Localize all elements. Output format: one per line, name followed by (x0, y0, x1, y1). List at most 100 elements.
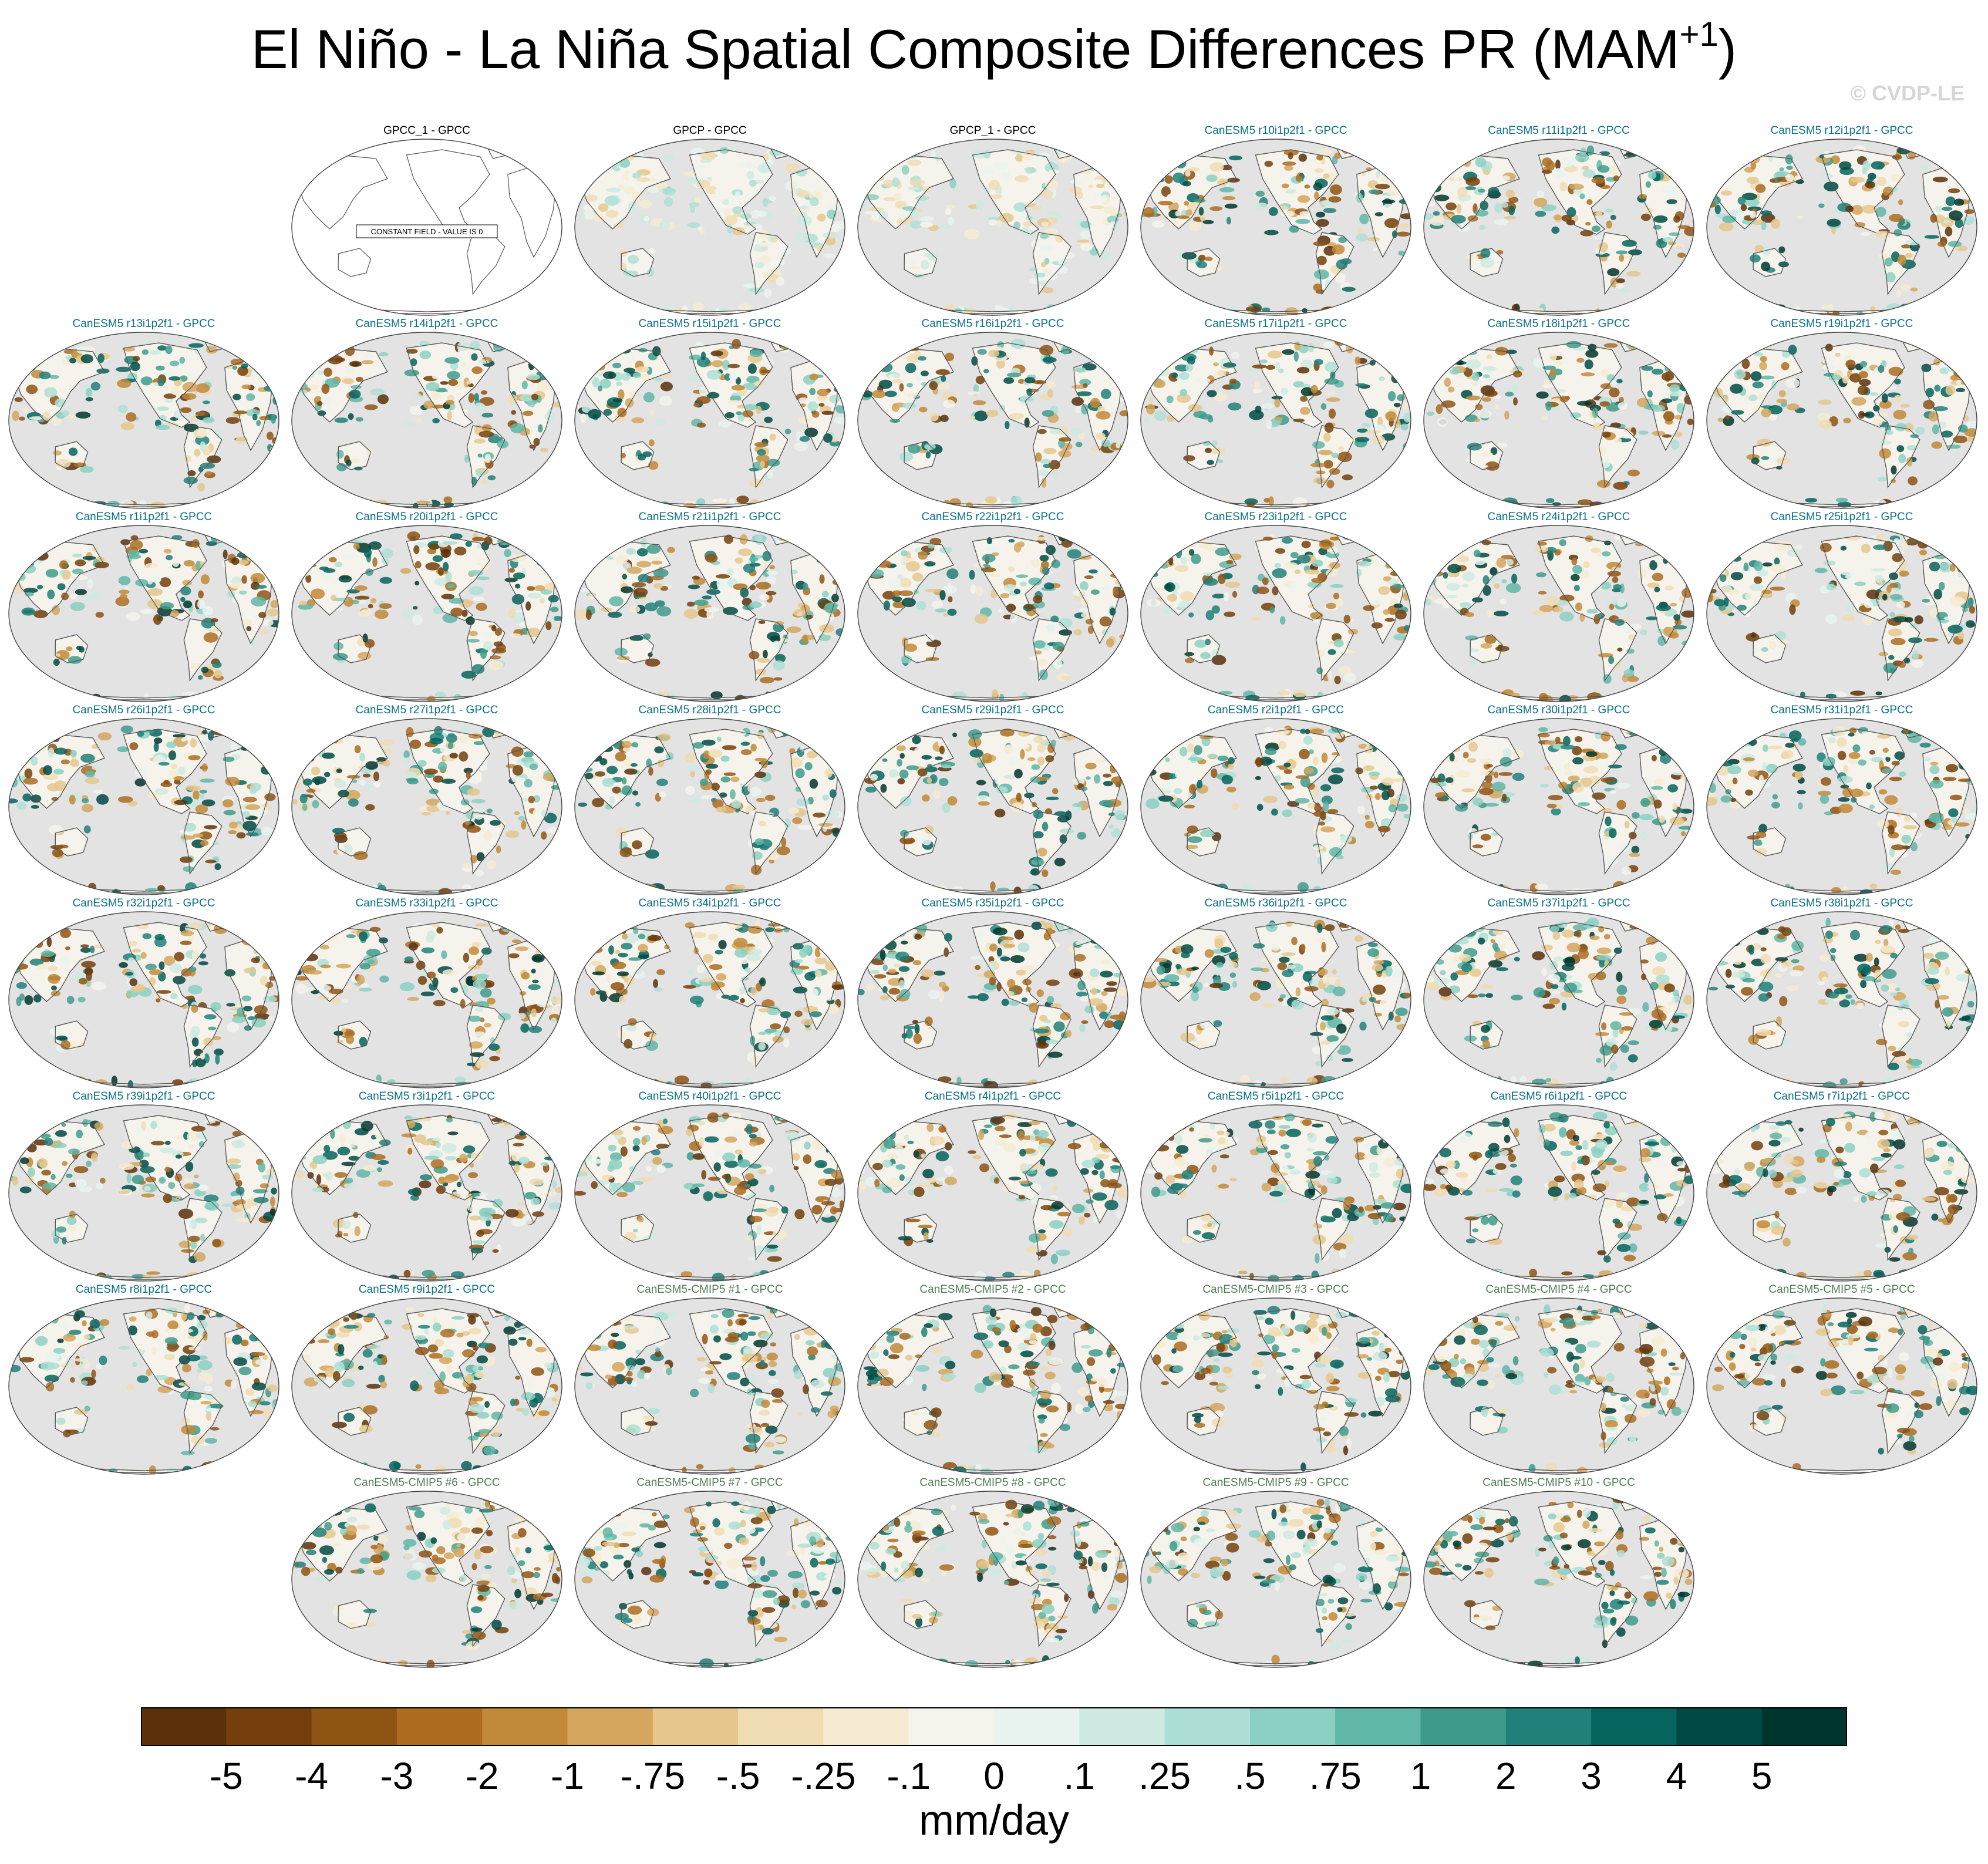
pr-anomaly-cell (1576, 400, 1592, 406)
pr-anomaly-cell (1606, 599, 1618, 606)
pr-anomaly-cell (487, 475, 496, 481)
pr-anomaly-cell (1004, 746, 1013, 754)
pr-anomaly-cell (15, 551, 31, 561)
map-border (1140, 525, 1411, 702)
pr-anomaly-cell (1278, 168, 1286, 173)
pr-anomaly-cell (335, 496, 347, 504)
panel-title: CanESM5 r10i1p2f1 - GPCC (1204, 124, 1347, 137)
pr-anomaly-cell (733, 887, 744, 895)
pr-anomaly-cell (321, 383, 330, 394)
pr-anomaly-cell (446, 733, 457, 743)
pr-anomaly-cell (1009, 413, 1025, 420)
pr-anomaly-cell (1226, 559, 1234, 564)
pr-anomaly-cell (756, 406, 762, 414)
pr-anomaly-cell (899, 452, 914, 462)
pr-anomaly-cell (1357, 561, 1372, 567)
pr-anomaly-cell (1922, 696, 1932, 702)
pr-anomaly-cell (1080, 598, 1090, 606)
pr-anomaly-cell (1249, 410, 1264, 420)
pr-anomaly-cell (1269, 606, 1275, 614)
coastline (1255, 342, 1339, 428)
pr-anomaly-cell (1628, 249, 1642, 255)
pr-anomaly-cell (612, 786, 621, 794)
pr-anomaly-cell (1585, 222, 1591, 226)
pr-anomaly-cell (1677, 252, 1686, 258)
pr-anomaly-cell (1579, 193, 1585, 200)
pr-anomaly-cell (1459, 734, 1468, 742)
pr-anomaly-cell (1256, 804, 1263, 811)
pr-anomaly-cell (267, 558, 277, 568)
pr-anomaly-cell (299, 793, 308, 804)
pr-anomaly-cell (324, 771, 331, 777)
pr-anomaly-cell (618, 190, 626, 200)
pr-anomaly-cell (865, 786, 877, 793)
map-border (574, 332, 845, 509)
pr-anomaly-cell (1044, 271, 1058, 281)
pr-anomaly-cell (160, 781, 173, 787)
pr-anomaly-cell (1720, 190, 1733, 196)
pr-anomaly-cell (1363, 765, 1374, 771)
coastline (466, 425, 506, 488)
pr-anomaly-cell (310, 543, 321, 548)
pr-anomaly-cell (612, 362, 622, 369)
pr-anomaly-cell (96, 794, 109, 805)
pr-anomaly-cell (1231, 802, 1239, 810)
pr-anomaly-cell (1572, 565, 1582, 574)
pr-anomaly-cell (334, 780, 347, 789)
coastline (972, 149, 1056, 235)
pr-anomaly-cell (359, 780, 366, 786)
pr-anomaly-cell (1289, 582, 1296, 589)
pr-anomaly-cell (1478, 311, 1485, 315)
coastline (1598, 811, 1637, 875)
pr-anomaly-cell (797, 190, 810, 198)
pr-anomaly-cell (513, 612, 525, 623)
pr-anomaly-cell (1562, 354, 1568, 365)
pr-anomaly-cell (906, 765, 919, 770)
pr-anomaly-cell (749, 585, 756, 591)
pr-anomaly-cell (1327, 774, 1343, 785)
pr-anomaly-cell (1262, 403, 1274, 409)
pr-anomaly-cell (895, 500, 905, 505)
pr-anomaly-cell (1326, 569, 1339, 577)
pr-anomaly-cell (599, 379, 611, 389)
pr-anomaly-cell (1146, 541, 1157, 552)
pr-anomaly-cell (655, 600, 665, 607)
pr-anomaly-cell (118, 576, 131, 585)
pr-anomaly-cell (1252, 364, 1268, 369)
pr-anomaly-cell (1858, 371, 1869, 379)
pr-anomaly-cell (1501, 554, 1514, 559)
pr-anomaly-cell (1366, 167, 1372, 171)
pr-anomaly-cell (1494, 203, 1503, 214)
pr-anomaly-cell (246, 626, 252, 632)
pr-anomaly-cell (1941, 430, 1953, 438)
pr-anomaly-cell (1910, 434, 1919, 439)
pr-anomaly-cell (970, 584, 976, 594)
pr-anomaly-cell (1003, 774, 1016, 780)
pr-anomaly-cell (1551, 398, 1562, 403)
pr-anomaly-cell (1617, 648, 1623, 652)
pr-anomaly-cell (358, 652, 372, 660)
pr-anomaly-cell (1789, 604, 1796, 615)
pr-anomaly-cell (1768, 405, 1783, 414)
pr-anomaly-cell (632, 372, 642, 379)
pr-anomaly-cell (749, 651, 760, 660)
constant-field-note: CONSTANT FIELD - VALUE IS 0 (371, 227, 483, 236)
pr-anomaly-cell (882, 740, 895, 747)
pr-anomaly-cell (159, 577, 171, 588)
pr-anomaly-cell (1197, 542, 1209, 547)
pr-anomaly-cell (1892, 154, 1902, 160)
pr-anomaly-cell (1014, 542, 1022, 553)
pr-anomaly-cell (1275, 362, 1281, 370)
pr-anomaly-cell (1924, 638, 1939, 642)
pr-anomaly-cell (1167, 594, 1178, 602)
map-border (1423, 332, 1694, 509)
pr-anomaly-cell (197, 599, 205, 609)
pr-anomaly-cell (468, 393, 474, 403)
pr-anomaly-cell (1545, 547, 1557, 554)
pr-anomaly-cell (746, 170, 754, 180)
pr-anomaly-cell (469, 631, 478, 636)
pr-anomaly-cell (54, 747, 68, 755)
pr-anomaly-cell (1303, 176, 1310, 184)
pr-anomaly-cell (1954, 198, 1965, 206)
pr-anomaly-cell (1224, 611, 1235, 617)
